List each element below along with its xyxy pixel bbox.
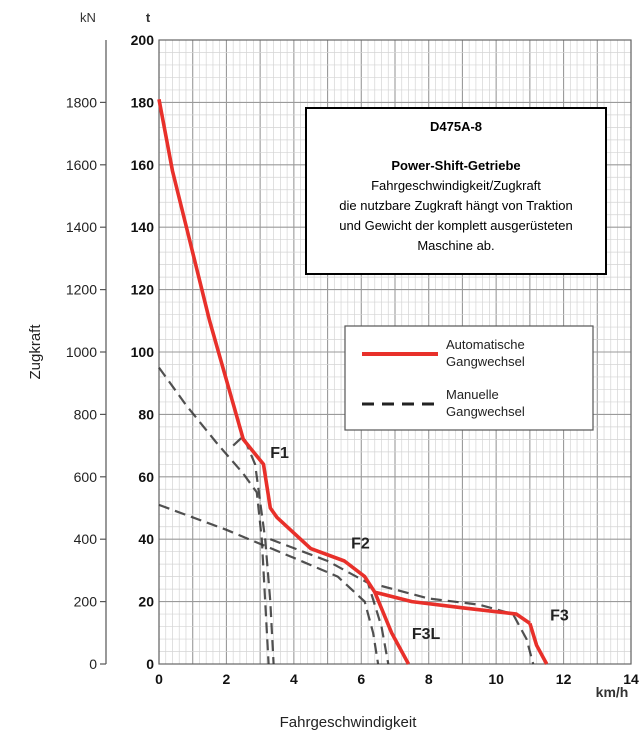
- series-line-automatic: [157, 98, 531, 625]
- kn-tick-label: 0: [89, 656, 97, 672]
- curve-label: F3: [550, 607, 569, 624]
- x-axis-title: Fahrgeschwindigkeit: [280, 714, 418, 731]
- x-tick-label: 10: [488, 671, 504, 687]
- curve-labels: F1 F2 F3 F3L: [270, 445, 569, 643]
- info-box-title: D475A-8: [430, 119, 482, 134]
- x-tick-label: 6: [357, 671, 365, 687]
- series-line-manual: [232, 435, 275, 665]
- kn-tick-label: 1600: [66, 157, 97, 173]
- series: [157, 98, 549, 665]
- curve-label: F1: [270, 445, 289, 462]
- series-line-automatic: [528, 622, 549, 665]
- unit-t: t: [146, 10, 151, 25]
- x-tick-label: 12: [556, 671, 572, 687]
- kn-tick-label: 400: [74, 531, 98, 547]
- t-tick-label: 0: [146, 656, 154, 672]
- curve-label: F3L: [412, 626, 441, 643]
- unit-kmh: km/h: [596, 684, 629, 700]
- x-tick-label: 2: [223, 671, 231, 687]
- y-axis-title: Zugkraft: [27, 324, 44, 380]
- info-box-subtitle: Power-Shift-Getriebe: [391, 158, 520, 173]
- series-line-automatic: [373, 591, 411, 665]
- legend: Automatische Gangwechsel Manuelle Gangwe…: [344, 325, 594, 431]
- kn-tick-label: 1400: [66, 219, 97, 235]
- legend-label-automatic: Automatische: [446, 337, 525, 352]
- series-line-manual: [381, 584, 535, 665]
- t-tick-label: 20: [138, 594, 154, 610]
- kn-tick-label: 600: [74, 469, 98, 485]
- kn-tick-label: 800: [74, 406, 98, 422]
- x-tick-label: 4: [290, 671, 298, 687]
- series-line-manual: [158, 503, 380, 665]
- info-box-line: Fahrgeschwindigkeit/Zugkraft: [371, 178, 541, 193]
- t-tick-label: 100: [131, 344, 155, 360]
- legend-label-manual: Manuelle: [446, 387, 499, 402]
- t-tick-label: 180: [131, 94, 155, 110]
- info-box-frame: [305, 107, 607, 275]
- curve-label: F2: [351, 536, 370, 553]
- t-tick-label: 200: [131, 32, 155, 48]
- t-tick-label: 80: [138, 406, 154, 422]
- info-box-line: Maschine ab.: [417, 238, 494, 253]
- info-box-line: die nutzbare Zugkraft hängt von Traktion: [339, 198, 572, 213]
- x-tick-label: 8: [425, 671, 433, 687]
- plot-frame: [158, 39, 632, 665]
- t-tick-label: 40: [138, 531, 154, 547]
- tick-labels: 0200400600800100012001400160018000204060…: [66, 32, 639, 687]
- kn-tick-label: 1000: [66, 344, 97, 360]
- info-box: D475A-8 Power-Shift-Getriebe Fahrgeschwi…: [305, 107, 607, 275]
- axes: kN t km/h Zugkraft Fahrgeschwindigkeit: [27, 10, 628, 731]
- t-tick-label: 160: [131, 157, 155, 173]
- t-tick-label: 140: [131, 219, 155, 235]
- info-box-line: und Gewicht der komplett ausgerüsteten: [339, 218, 572, 233]
- unit-kn: kN: [80, 10, 96, 25]
- legend-label-manual: Gangwechsel: [446, 404, 525, 419]
- kn-tick-label: 1800: [66, 94, 97, 110]
- legend-frame: [344, 325, 594, 431]
- x-tick-label: 14: [623, 671, 639, 687]
- legend-label-automatic: Gangwechsel: [446, 354, 525, 369]
- series-line-manual: [158, 366, 270, 665]
- kn-tick-label: 200: [74, 594, 98, 610]
- t-tick-label: 60: [138, 469, 154, 485]
- x-tick-label: 0: [155, 671, 163, 687]
- kn-tick-label: 1200: [66, 282, 97, 298]
- t-tick-label: 120: [131, 282, 155, 298]
